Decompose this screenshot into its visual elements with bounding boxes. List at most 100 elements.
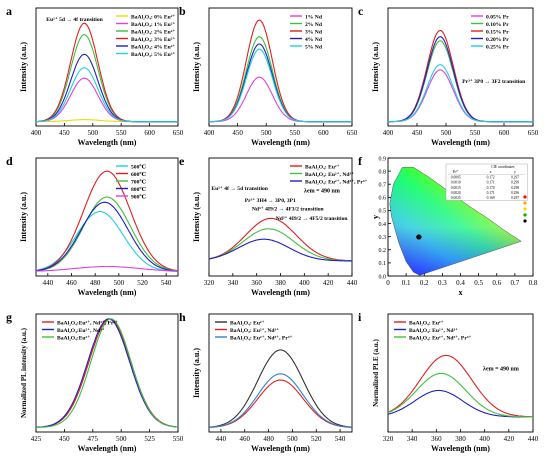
panel-f-inset-title: CIE coordinates bbox=[491, 165, 515, 169]
panel-d-xlabel: Wavelength (nm) bbox=[78, 288, 137, 297]
panel-f-ytick-label: 0.0 bbox=[379, 274, 387, 280]
panel-a-legend-entry: BaAl₂O₄: 4% Eu²⁺ bbox=[131, 44, 175, 50]
panel-a-legend-entry: BaAl₂O₄: 1% Eu²⁺ bbox=[131, 22, 175, 28]
panel-g-xtick-label: 475 bbox=[88, 435, 99, 443]
panel-g-xtick-label: 550 bbox=[173, 435, 184, 443]
panel-h-xtick-label: 500 bbox=[287, 435, 298, 443]
panel-i-note: λem = 490 nm bbox=[483, 367, 519, 373]
panel-d-xtick-label: 520 bbox=[137, 279, 148, 287]
panel-e-note: λem = 490 nm bbox=[304, 189, 340, 195]
panel-i-ylabel: Normalized PLE (a.u.) bbox=[372, 339, 380, 407]
panel-f-xlabel: x bbox=[459, 288, 463, 297]
panel-d-series-line bbox=[35, 196, 179, 272]
panel-h-series-line bbox=[208, 379, 353, 428]
panel-i-xtick-label: 400 bbox=[479, 435, 490, 443]
panel-b-xtick-label: 550 bbox=[290, 129, 301, 137]
panel-e-annotation: Nd³⁺ 4I9/2 → 4F3/2 transition bbox=[252, 207, 325, 213]
panel-a-legend-entry: BaAl₂O₄: 5% Eu²⁺ bbox=[131, 52, 175, 58]
panel-i-xtick-label: 320 bbox=[383, 435, 394, 443]
panel-d-xtick-label: 460 bbox=[66, 279, 77, 287]
panel-f-ytick-label: 0.4 bbox=[379, 222, 387, 228]
panel-d-series-line bbox=[35, 265, 179, 272]
panel-e-panel-label: e bbox=[179, 154, 185, 168]
panel-c-legend-entry: 0.10% Pr bbox=[486, 22, 509, 28]
panel-h-xtick-label: 540 bbox=[335, 435, 346, 443]
panel-d-xtick-label: 500 bbox=[114, 279, 125, 287]
panel-a-legend-entry: BaAl₂O₄: 0% Eu²⁺ bbox=[131, 14, 175, 20]
panel-f-xtick-label: 0.3 bbox=[438, 279, 447, 287]
panel-i-xlabel: Wavelength (nm) bbox=[431, 444, 490, 453]
panel-e-xtick-label: 440 bbox=[347, 279, 358, 287]
panel-c-xtick-label: 450 bbox=[412, 129, 423, 137]
panel-h: 440 460 480 500 520 540 Wavelength (nm) Intensi… bbox=[179, 310, 353, 453]
panel-d-legend-entry: 700℃ bbox=[131, 178, 146, 185]
panel-f-inset-cell: 0.0025 bbox=[451, 196, 461, 200]
panel-b-legend-entry: 4% Nd bbox=[305, 37, 323, 43]
panel-f-xtick-label: 0.2 bbox=[420, 279, 429, 287]
panel-e-xlabel: Wavelength (nm) bbox=[251, 288, 310, 297]
panel-a-legend-entry: BaAl₂O₄: 2% Eu²⁺ bbox=[131, 29, 175, 35]
panel-g-frame bbox=[35, 313, 179, 433]
panel-i-series-line bbox=[387, 372, 533, 418]
panel-f-inset-header: Pr³⁺ bbox=[453, 170, 459, 174]
panel-f-inset-cell: 0.171 bbox=[487, 191, 495, 195]
panel-c-panel-label: c bbox=[358, 4, 364, 18]
panel-f-ylabel: y bbox=[371, 215, 380, 219]
panel-d-ylabel: Intensity (a.u.) bbox=[19, 192, 28, 242]
panel-e-legend-entry: BaAl₂O₄: Eu²⁺ bbox=[305, 164, 340, 170]
panel-c-series-line bbox=[388, 29, 533, 123]
panel-c-legend-entry: 0.05% Pr bbox=[486, 14, 509, 20]
panel-i-legend-entry: BaAl₂O₄: Eu²⁺ bbox=[409, 320, 444, 326]
panel-c: 400 450 500 550 600 650 Wavelength (nm) Intensi… bbox=[358, 4, 539, 147]
panel-f-inset-cell: 0.296 bbox=[511, 191, 519, 195]
panel-d-xtick-label: 540 bbox=[161, 279, 172, 287]
panel-i-xtick-label: 360 bbox=[431, 435, 442, 443]
panel-i-legend-entry: BaAl₂O₄: Eu²⁺, Nd³⁺ bbox=[409, 328, 458, 334]
panel-a-xtick-label: 600 bbox=[144, 129, 155, 137]
panel-c-xtick-label: 650 bbox=[528, 129, 539, 137]
panel-e-annotation: Pr³⁺ 3H4 → 3P0, 3P1 bbox=[245, 198, 296, 204]
panel-c-annotation: Pr³⁺ 3P0 → 3F2 transition bbox=[462, 79, 526, 85]
panel-c-xtick-label: 500 bbox=[441, 129, 452, 137]
panel-f-ytick-label: 0.9 bbox=[379, 156, 387, 162]
panel-c-ylabel: Intensity (a.u.) bbox=[371, 42, 380, 92]
panel-c-xtick-label: 600 bbox=[499, 129, 510, 137]
panel-g-legend-entry: BaAl₂O₄:Eu²⁺, Nd³⁺ bbox=[57, 328, 105, 334]
panel-c-xtick-label: 550 bbox=[470, 129, 481, 137]
panel-b: 400 450 500 550 600 650 Wavelength (nm) Intensi… bbox=[179, 4, 358, 147]
panel-b-legend-entry: 5% Nd bbox=[305, 44, 323, 50]
panel-c-series-line bbox=[388, 64, 533, 123]
panel-a-xtick-label: 400 bbox=[31, 129, 42, 137]
panel-h-frame bbox=[208, 313, 353, 433]
panel-e-annotation: Eu²⁺ 4f → 5d transition bbox=[211, 186, 268, 192]
panel-d-xtick-label: 440 bbox=[43, 279, 54, 287]
panel-b-series-line bbox=[209, 48, 352, 123]
panel-e-xtick-label: 380 bbox=[275, 279, 286, 287]
panel-a-xtick-label: 550 bbox=[116, 129, 127, 137]
panel-d-legend-entry: 500℃ bbox=[131, 163, 146, 170]
panel-d-series-line bbox=[35, 201, 179, 272]
panel-a: 400 450 500 550 600 650 Wavelength (nm) Intensi… bbox=[6, 4, 184, 147]
panel-h-xtick-label: 480 bbox=[263, 435, 274, 443]
panel-g-panel-label: g bbox=[6, 310, 12, 324]
panel-d-series-line bbox=[35, 170, 179, 272]
panel-f-legend-marker bbox=[523, 219, 527, 223]
panel-f-xtick-label: 0 bbox=[386, 279, 390, 287]
panel-a-xlabel: Wavelength (nm) bbox=[78, 138, 137, 147]
panel-g-xtick-label: 450 bbox=[59, 435, 70, 443]
panel-h-series-line bbox=[209, 373, 352, 428]
panel-a-series-line bbox=[36, 67, 178, 123]
panel-e-xtick-label: 420 bbox=[323, 279, 334, 287]
panel-f-cie-point bbox=[416, 234, 421, 240]
panel-i-series-line bbox=[387, 389, 533, 418]
panel-b-xlabel: Wavelength (nm) bbox=[251, 138, 310, 147]
panel-f-inset-cell: 0.0020 bbox=[451, 191, 461, 195]
panel-f-inset-cell: 0.0015 bbox=[451, 186, 461, 190]
panel-e-xtick-label: 360 bbox=[251, 279, 262, 287]
panel-f-ytick-label: 0.5 bbox=[379, 209, 387, 215]
panel-f-ytick-label: 0.3 bbox=[379, 235, 387, 241]
panel-h-series-line bbox=[208, 349, 353, 428]
panel-b-frame bbox=[208, 7, 353, 127]
panel-f: 0 0.1 0.2 0.3 0.4 0.5 0.6 0.7 0.8 x y f 0.0 0.1 0.2 0.3… bbox=[358, 154, 538, 297]
panel-f-inset-cell: 0.299 bbox=[511, 181, 519, 185]
